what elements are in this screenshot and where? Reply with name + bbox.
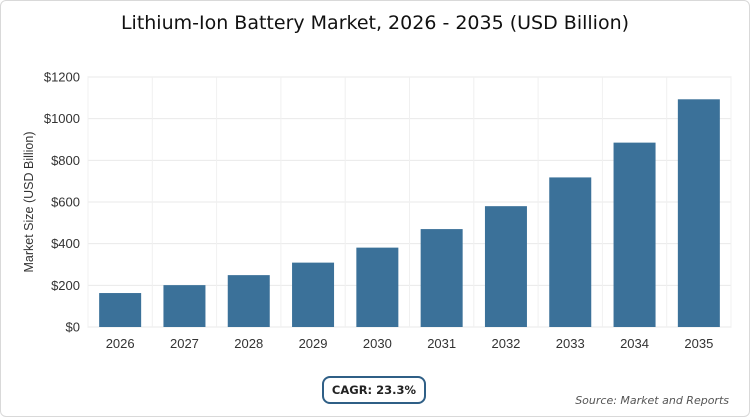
x-tick-label: 2033 bbox=[556, 336, 585, 351]
bar-2026 bbox=[99, 293, 142, 327]
bar-2033 bbox=[549, 177, 592, 327]
cagr-badge: CAGR: 23.3% bbox=[322, 376, 426, 404]
bar-2031 bbox=[420, 229, 463, 327]
y-tick-label: $1000 bbox=[44, 111, 80, 126]
source-note: Source: Market and Reports bbox=[575, 394, 729, 407]
y-tick-label: $0 bbox=[66, 320, 80, 335]
x-tick-label: 2030 bbox=[363, 336, 392, 351]
y-tick-label: $800 bbox=[51, 153, 80, 168]
cagr-value: 23.3% bbox=[376, 383, 417, 397]
bar-2032 bbox=[484, 206, 527, 327]
bar-2027 bbox=[163, 285, 206, 327]
x-tick-label: 2027 bbox=[170, 336, 199, 351]
y-tick-label: $1200 bbox=[44, 70, 80, 85]
x-tick-label: 2031 bbox=[427, 336, 456, 351]
x-tick-label: 2026 bbox=[106, 336, 135, 351]
x-tick-label: 2029 bbox=[299, 336, 328, 351]
x-tick-label: 2028 bbox=[234, 336, 263, 351]
x-tick-label: 2034 bbox=[620, 336, 649, 351]
chart-title: Lithium-Ion Battery Market, 2026 - 2035 … bbox=[120, 12, 630, 34]
bar-2028 bbox=[227, 275, 270, 327]
bar-2029 bbox=[292, 262, 335, 327]
y-axis-label: Market Size (USD Billion) bbox=[22, 131, 36, 272]
y-tick-label: $400 bbox=[51, 236, 80, 251]
y-tick-label: $200 bbox=[51, 278, 80, 293]
bar-2034 bbox=[613, 142, 656, 327]
cagr-label: CAGR: bbox=[331, 383, 373, 397]
bar-2035 bbox=[677, 99, 720, 328]
bar-2030 bbox=[356, 247, 399, 327]
x-tick-label: 2035 bbox=[684, 336, 713, 351]
x-tick-label: 2032 bbox=[491, 336, 520, 351]
y-tick-label: $600 bbox=[51, 195, 80, 210]
